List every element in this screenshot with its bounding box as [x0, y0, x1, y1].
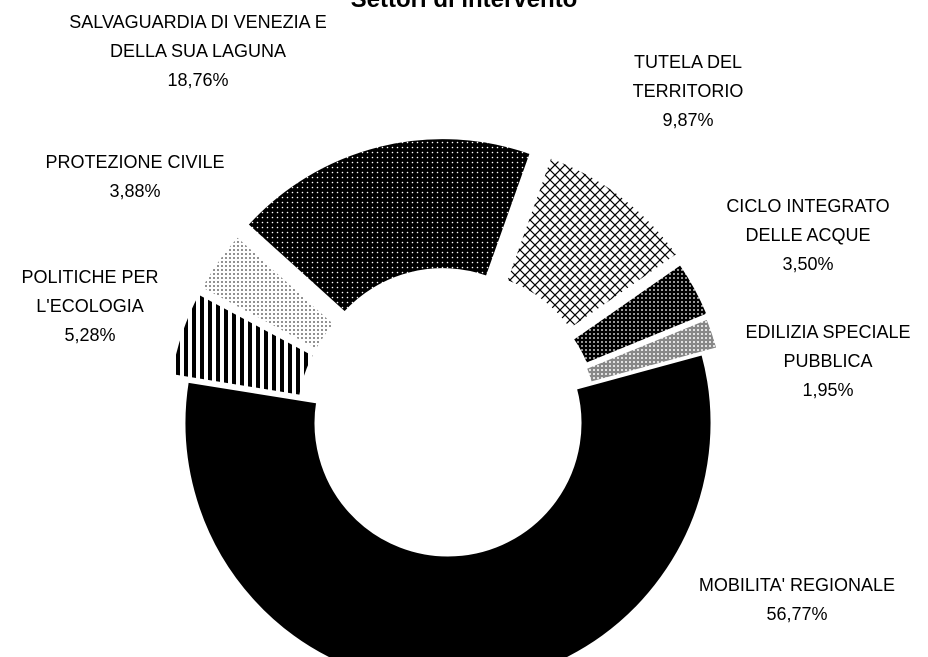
donut-slice: [503, 154, 681, 333]
value-label: 9,87%: [662, 110, 714, 130]
value-label: 5,28%: [64, 325, 116, 345]
value-label: 56,77%: [766, 604, 828, 624]
slice-label: MOBILITA' REGIONALE 56,77%: [667, 571, 927, 629]
slice-label: TUTELA DEL TERRITORIO 9,87%: [598, 48, 778, 135]
category-label: MOBILITA' REGIONALE: [698, 575, 896, 595]
slice-label: PROTEZIONE CIVILE 3,88%: [5, 148, 265, 206]
donut-slice: [182, 351, 714, 657]
slice-label: SALVAGUARDIA DI VENEZIA E DELLA SUA LAGU…: [63, 8, 333, 95]
value-label: 3,50%: [782, 254, 834, 274]
chart-title: Settori di intervento: [0, 0, 928, 14]
donut-slice: [168, 290, 317, 399]
category-label: SALVAGUARDIA DI VENEZIA E DELLA SUA LAGU…: [69, 12, 327, 61]
category-label: TUTELA DEL TERRITORIO: [632, 52, 744, 101]
slice-label: POLITICHE PER L'ECOLOGIA 5,28%: [5, 263, 175, 350]
category-label: PROTEZIONE CIVILE: [45, 152, 225, 172]
category-label: POLITICHE PER L'ECOLOGIA: [21, 267, 159, 316]
donut-slice: [570, 261, 711, 367]
category-label: CICLO INTEGRATO DELLE ACQUE: [726, 196, 890, 245]
slice-label: EDILIZIA SPECIALE PUBBLICA 1,95%: [718, 318, 928, 405]
value-label: 18,76%: [167, 70, 229, 90]
donut-slice: [198, 233, 338, 353]
value-label: 3,88%: [109, 181, 161, 201]
donut-slice: [244, 136, 534, 316]
slice-label: CICLO INTEGRATO DELLE ACQUE 3,50%: [708, 192, 908, 279]
category-label: EDILIZIA SPECIALE PUBBLICA: [745, 322, 911, 371]
value-label: 1,95%: [802, 380, 854, 400]
